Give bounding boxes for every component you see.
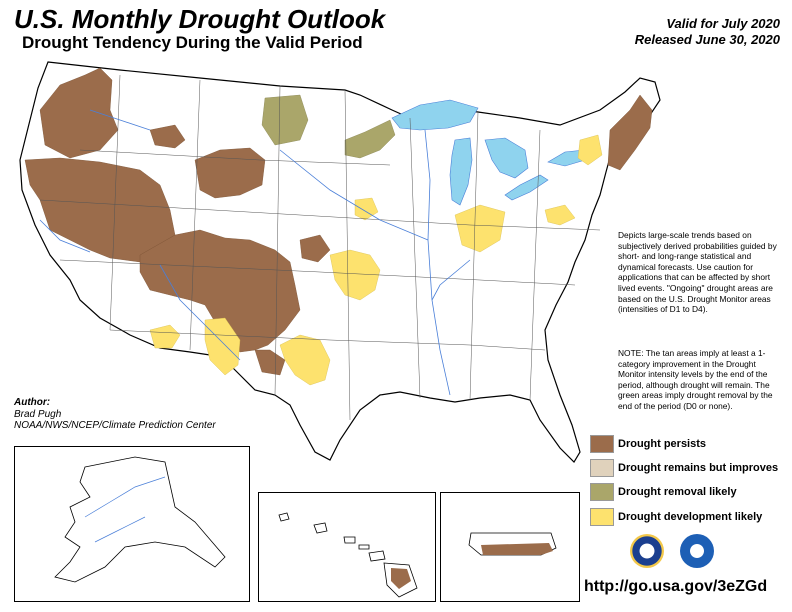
legend-swatch-development xyxy=(590,508,614,526)
dev-great-plains xyxy=(329,249,381,301)
state-boundaries xyxy=(39,74,601,421)
map-note: NOTE: The tan areas imply at least a 1-c… xyxy=(618,348,773,411)
hawaii-inset xyxy=(258,492,436,602)
hawaii-drought-persists xyxy=(391,568,411,589)
author-block: Author: Brad Pugh NOAA/NWS/NCEP/Climate … xyxy=(14,397,216,432)
legend-removal: Drought removal likely xyxy=(590,482,737,502)
valid-period: Valid for July 2020 xyxy=(666,16,780,31)
legend-swatch-persists xyxy=(590,435,614,453)
alaska-inset xyxy=(14,446,250,602)
removal-minnesota xyxy=(344,119,396,159)
pr-drought-persists xyxy=(481,543,553,555)
dev-ohio-valley xyxy=(454,204,506,253)
persists-idaho xyxy=(149,124,186,149)
lake-huron xyxy=(484,137,529,179)
dev-new-mexico xyxy=(204,317,241,376)
hawaii-map xyxy=(278,512,418,598)
legend-persists: Drought persists xyxy=(590,434,706,454)
lake-superior xyxy=(391,99,479,131)
lake-erie xyxy=(504,174,549,201)
dev-arizona xyxy=(149,324,181,349)
persists-new-england xyxy=(607,94,653,171)
doc-seal-logo xyxy=(630,534,664,568)
legend-label-persists: Drought persists xyxy=(618,438,707,450)
alaska-rivers xyxy=(84,476,166,543)
rivers xyxy=(39,109,471,396)
legend-label-improves: Drought remains but improves xyxy=(618,462,779,474)
legend-development: Drought development likely xyxy=(590,507,762,527)
persists-pacific-nw xyxy=(39,67,119,159)
legend-improves: Drought remains but improves xyxy=(590,458,778,478)
alaska-map xyxy=(54,456,226,583)
author-name: Brad Pugh xyxy=(14,408,62,420)
map-description: Depicts large-scale trends based on subj… xyxy=(618,230,777,315)
legend-swatch-improves xyxy=(590,459,614,477)
map-title: U.S. Monthly Drought Outlook xyxy=(14,4,386,34)
author-heading: Author: xyxy=(14,397,51,408)
dev-south-dakota xyxy=(354,197,379,221)
persists-texas-west xyxy=(254,349,286,376)
outlook-url-link[interactable]: http://go.usa.gov/3eZGd xyxy=(584,578,768,595)
persists-kansas xyxy=(299,234,331,263)
dev-mid-atlantic xyxy=(544,204,576,226)
noaa-logo xyxy=(680,534,714,568)
dev-texas xyxy=(279,334,331,386)
legend-label-removal: Drought removal likely xyxy=(618,486,737,498)
author-org: NOAA/NWS/NCEP/Climate Prediction Center xyxy=(14,420,216,431)
puerto-rico-map xyxy=(468,532,557,556)
lake-michigan xyxy=(449,137,473,206)
drought-development-areas xyxy=(149,134,603,386)
legend-label-development: Drought development likely xyxy=(618,511,763,523)
persists-wyoming xyxy=(194,147,266,199)
release-date: Released June 30, 2020 xyxy=(634,32,780,47)
map-subtitle: Drought Tendency During the Valid Period xyxy=(22,33,363,52)
dev-ny xyxy=(577,134,603,166)
persists-four-corners xyxy=(139,229,301,353)
removal-north-dakota xyxy=(261,94,309,146)
drought-persists-areas xyxy=(24,67,653,376)
legend-swatch-removal xyxy=(590,483,614,501)
drought-removal-areas xyxy=(261,94,396,159)
puerto-rico-inset xyxy=(440,492,580,602)
